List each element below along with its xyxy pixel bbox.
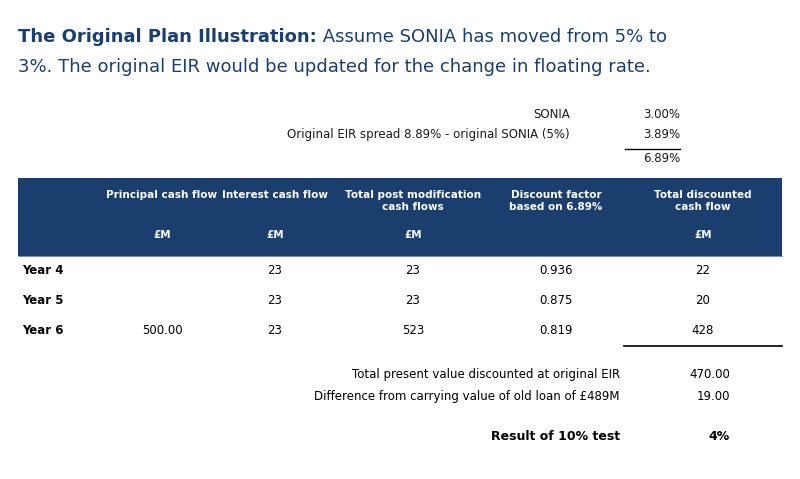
Text: Interest cash flow: Interest cash flow [222, 190, 328, 200]
Text: 523: 523 [402, 324, 424, 338]
Text: Total present value discounted at original EIR: Total present value discounted at origin… [352, 368, 620, 381]
Text: 19.00: 19.00 [697, 390, 730, 403]
Text: 0.819: 0.819 [539, 324, 573, 338]
Text: The Original Plan Illustration:: The Original Plan Illustration: [18, 28, 317, 46]
Text: 23: 23 [406, 295, 421, 308]
Text: Original EIR spread 8.89% - original SONIA (5%): Original EIR spread 8.89% - original SON… [287, 128, 570, 141]
Text: 23: 23 [267, 295, 282, 308]
Text: 22: 22 [695, 264, 710, 277]
Text: 3%. The original EIR would be updated for the change in floating rate.: 3%. The original EIR would be updated fo… [18, 58, 650, 76]
Text: Year 6: Year 6 [22, 324, 63, 338]
Text: £M: £M [266, 230, 284, 240]
Text: 23: 23 [267, 324, 282, 338]
Text: 3.89%: 3.89% [643, 128, 680, 141]
Text: 3.00%: 3.00% [643, 108, 680, 121]
Text: Discount factor
based on 6.89%: Discount factor based on 6.89% [510, 190, 602, 212]
Text: Total discounted
cash flow: Total discounted cash flow [654, 190, 752, 212]
Text: 23: 23 [267, 264, 282, 277]
Text: Principal cash flow: Principal cash flow [106, 190, 218, 200]
Text: 6.89%: 6.89% [642, 152, 680, 165]
Text: Total post modification
cash flows: Total post modification cash flows [345, 190, 481, 212]
Text: Difference from carrying value of old loan of £489M: Difference from carrying value of old lo… [314, 390, 620, 403]
Text: Year 5: Year 5 [22, 295, 63, 308]
Text: Result of 10% test: Result of 10% test [491, 430, 620, 443]
Text: 0.936: 0.936 [539, 264, 573, 277]
Text: 0.875: 0.875 [539, 295, 573, 308]
Text: 470.00: 470.00 [689, 368, 730, 381]
Text: SONIA: SONIA [534, 108, 570, 121]
Text: 428: 428 [692, 324, 714, 338]
Bar [18, 178, 782, 256]
Text: 4%: 4% [709, 430, 730, 443]
Text: £M: £M [153, 230, 171, 240]
Text: 23: 23 [406, 264, 421, 277]
Text: Year 4: Year 4 [22, 264, 63, 277]
Text: £M: £M [694, 230, 712, 240]
Text: Assume SONIA has moved from 5% to: Assume SONIA has moved from 5% to [317, 28, 666, 46]
Text: 500.00: 500.00 [142, 324, 182, 338]
Text: 20: 20 [695, 295, 710, 308]
Text: £M: £M [404, 230, 422, 240]
